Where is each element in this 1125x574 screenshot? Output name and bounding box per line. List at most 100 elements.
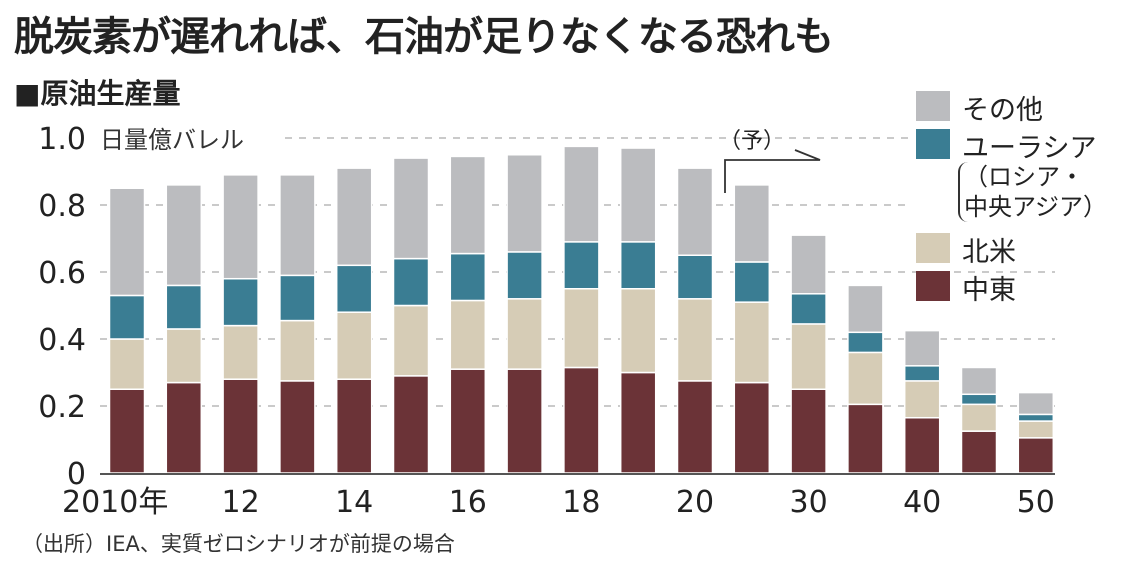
y-axis-unit-label: 日量億バレル (100, 126, 244, 154)
bar-segment-north-america (1017, 420, 1055, 439)
bar-segment-eurasia (392, 257, 430, 307)
bar-segment-north-america (676, 298, 714, 382)
bar-segment-middle-east (506, 368, 543, 474)
legend-note-eurasia: （ロシア・ 中央アジア） (958, 162, 1107, 222)
y-tick-label: 1.0 (38, 122, 86, 157)
bar-segment-middle-east (222, 378, 259, 474)
bar-segment-eurasia (847, 331, 884, 354)
bar-segment-eurasia (222, 277, 259, 327)
bar-segment-other (790, 234, 827, 295)
bar-segment-other (619, 147, 657, 243)
bar-segment-other (108, 187, 146, 297)
legend-label-north-america: 北米 (962, 237, 1016, 268)
bar-segment-other (733, 184, 771, 263)
x-tick-label: 30 (790, 485, 828, 520)
bar-segment-north-america (222, 324, 259, 380)
bar-segment-north-america (335, 311, 373, 380)
bar-segment-eurasia (619, 241, 657, 290)
chart-subtitle: ■原油生産量 (14, 77, 181, 110)
bar-segment-eurasia (960, 393, 998, 406)
bar-segment-north-america (960, 403, 998, 432)
bar-segment-middle-east (392, 375, 430, 474)
bar-segment-other (676, 167, 714, 256)
bar-segment-north-america (108, 338, 146, 390)
bar-segment-eurasia (733, 261, 771, 303)
bar-segment-eurasia (1017, 413, 1055, 422)
bar-segment-other (165, 184, 203, 287)
y-tick-label: 0.8 (38, 189, 86, 224)
chart-title: 脱炭素が遅れれば、石油が足りなくなる恐れも (14, 14, 834, 60)
bar-segment-north-america (790, 323, 827, 390)
bar-segment-middle-east (279, 380, 316, 474)
bar-segment-eurasia (165, 284, 203, 330)
bar-segment-north-america (847, 351, 884, 406)
bar-segment-north-america (165, 328, 203, 384)
bar-segment-eurasia (108, 294, 146, 340)
legend-note-line: 中央アジア） (964, 193, 1108, 221)
legend-label-other: その他 (962, 95, 1043, 126)
bar-segment-other (1017, 391, 1055, 416)
y-tick-label: 0.2 (38, 390, 86, 425)
legend-label-eurasia: ユーラシア (962, 133, 1097, 164)
bar-segment-middle-east (619, 371, 657, 474)
bar-segment-eurasia (449, 252, 487, 302)
bar-segment-middle-east (790, 388, 827, 474)
legend-item-other: その他 (916, 88, 1043, 127)
bar-segment-other (392, 157, 430, 260)
bar-segment-north-america (506, 298, 543, 370)
bar-segment-eurasia (563, 241, 600, 290)
bar-segment-other (222, 174, 259, 280)
legend-label-middle-east: 中東 (962, 275, 1016, 306)
y-tick-label: 0.6 (38, 256, 86, 291)
legend-swatch-eurasia (916, 129, 950, 159)
bar-segment-eurasia (335, 264, 373, 313)
bar-segment-other (279, 174, 316, 277)
bar-segment-eurasia (676, 254, 714, 300)
bar-segment-north-america (279, 319, 316, 382)
bar-segment-other (960, 366, 998, 396)
bar-segment-north-america (903, 380, 941, 419)
bar-segment-other (903, 329, 941, 367)
bar-segment-middle-east (335, 378, 373, 474)
bar-segment-eurasia (279, 274, 316, 322)
legend-item-middle-east: 中東 (916, 268, 1016, 307)
bar-segment-middle-east (449, 368, 487, 474)
bar-segment-north-america (619, 288, 657, 374)
x-tick-label: 12 (222, 485, 260, 520)
x-tick-label: 20 (676, 485, 714, 520)
x-tick-label: 14 (335, 485, 373, 520)
bar-segment-other (847, 284, 884, 334)
bar-segment-middle-east (165, 381, 203, 474)
legend-swatch-other (916, 91, 950, 121)
x-tick-label: 2010年 (62, 485, 168, 520)
x-tick-label: 50 (1017, 485, 1055, 520)
x-tick-label: 40 (903, 485, 941, 520)
x-tick-label: 18 (562, 485, 600, 520)
bar-segment-other (449, 155, 487, 255)
bar-segment-north-america (449, 299, 487, 370)
bar-segment-middle-east (108, 388, 146, 474)
forecast-label: （予） (719, 129, 785, 154)
bar-segment-eurasia (903, 365, 941, 382)
bar-segment-other (335, 167, 373, 267)
legend-swatch-north-america (916, 233, 950, 263)
x-tick-label: 16 (449, 485, 487, 520)
bar-segment-middle-east (903, 416, 941, 474)
bar-segment-eurasia (506, 251, 543, 300)
legend-swatch-middle-east (916, 271, 950, 301)
bar-segment-eurasia (790, 293, 827, 325)
bar-segment-middle-east (563, 366, 600, 474)
bar-segment-middle-east (847, 403, 884, 474)
bar-segment-other (563, 145, 600, 243)
y-tick-label: 0.4 (38, 323, 86, 358)
y-tick-label: 0 (67, 457, 86, 492)
forecast-arrow-icon (724, 149, 821, 193)
bar-segment-other (506, 154, 543, 253)
bar-segment-middle-east (960, 430, 998, 474)
source-note: （出所）IEA、実質ゼロシナリオが前提の場合 (22, 532, 455, 556)
bar-segment-north-america (392, 304, 430, 377)
bar-segment-middle-east (1017, 437, 1055, 474)
legend-item-eurasia: ユーラシア (916, 126, 1096, 165)
bar-segment-north-america (563, 288, 600, 369)
